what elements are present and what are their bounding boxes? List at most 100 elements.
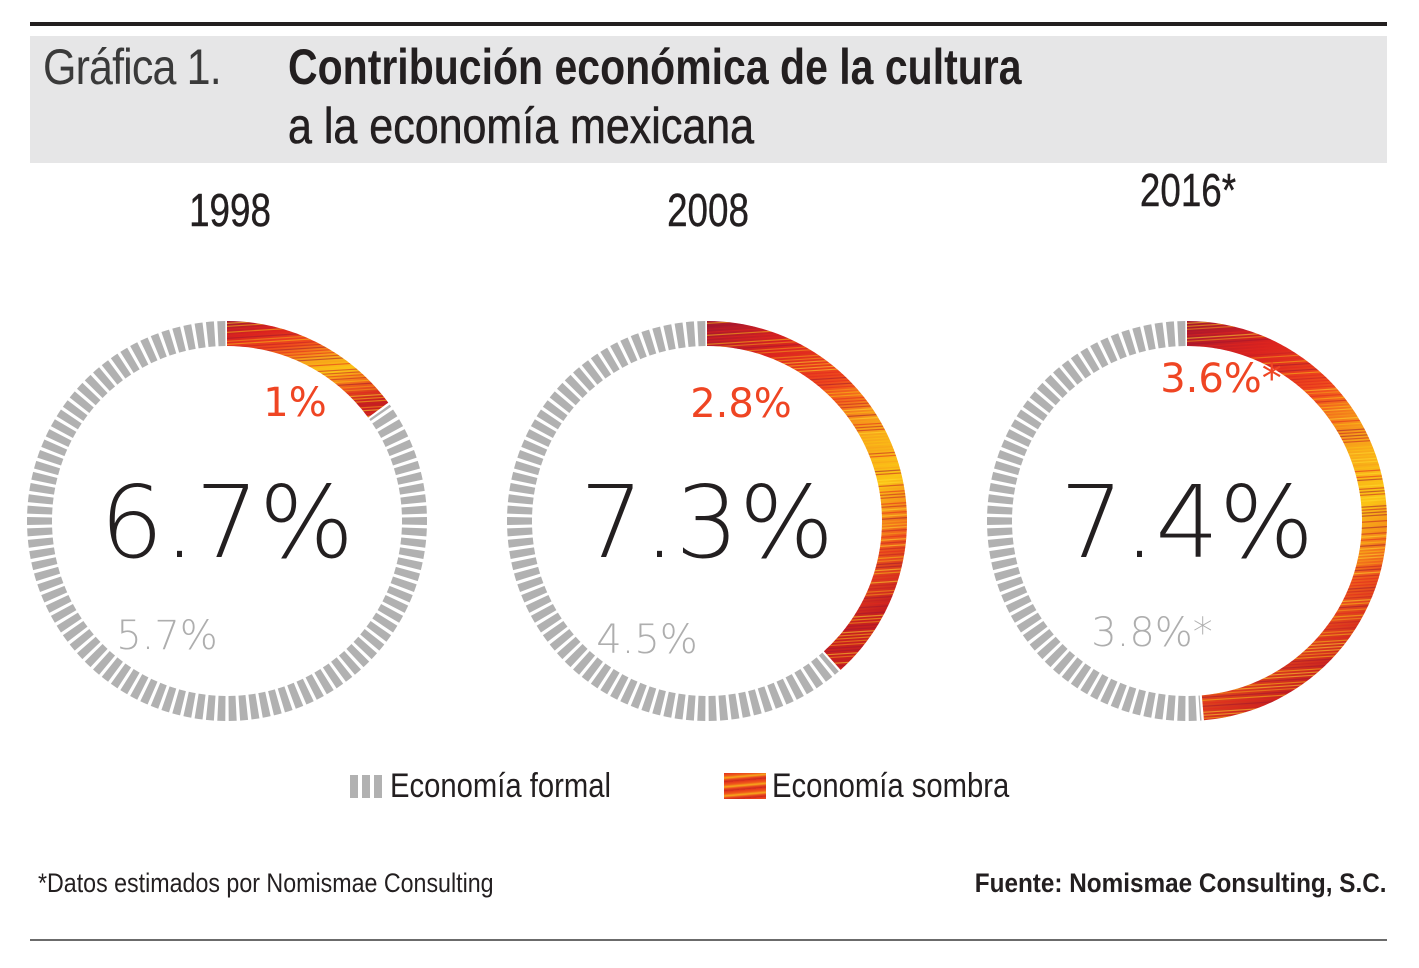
formal-economy-tick <box>517 576 544 592</box>
formal-economy-tick <box>620 337 638 364</box>
formal-economy-tick <box>84 374 108 398</box>
formal-economy-tick <box>1036 382 1061 406</box>
formal-economy-tick <box>1001 585 1028 603</box>
formal-economy-tick <box>172 326 186 353</box>
total-value-label: 6.7% <box>100 464 354 581</box>
formal-economy-tick <box>390 576 417 592</box>
formal-economy-tick <box>41 439 68 457</box>
formal-economy-tick <box>542 400 568 421</box>
formal-economy-tick <box>1022 621 1048 642</box>
formal-economy-tick <box>1110 333 1127 360</box>
formal-economy-tick <box>238 695 249 721</box>
formal-economy-tick <box>396 557 423 571</box>
formal-economy-tick <box>194 322 206 349</box>
formal-economy-tick <box>1053 367 1076 392</box>
formal-economy-tick <box>989 547 1016 560</box>
formal-economy-tick <box>620 678 638 705</box>
formal-economy-tick <box>29 547 56 560</box>
formal-economy-tick <box>600 669 620 695</box>
formal-economy-tick <box>997 450 1024 466</box>
formal-economy-tick <box>511 557 538 571</box>
formal-economy-tick <box>590 353 612 379</box>
formal-economy-tick <box>248 693 260 720</box>
formal-economy-tick <box>1121 329 1137 356</box>
formal-economy-tick <box>748 689 762 716</box>
formal-economy-tick <box>31 557 58 571</box>
formal-economy-tick <box>1198 695 1202 721</box>
formal-economy-tick <box>194 693 206 720</box>
formal-economy-tick <box>630 333 647 360</box>
formal-economy-tick <box>507 537 534 548</box>
formal-economy-tick <box>1022 400 1048 421</box>
formal-economy-tick <box>401 527 427 537</box>
legend-formal-label: Economía formal <box>390 766 612 805</box>
formal-economy-tick <box>1061 657 1083 682</box>
formal-economy-tick <box>630 682 647 709</box>
formal-economy-tick <box>393 460 420 476</box>
formal-economy-tick <box>697 321 706 347</box>
formal-economy-tick <box>573 650 596 675</box>
formal-economy-tick <box>76 382 101 406</box>
formal-economy-tick <box>1044 374 1068 398</box>
formal-economy-tick <box>1132 689 1146 716</box>
formal-economy-tick <box>652 689 666 716</box>
total-value-label: 7.3% <box>580 464 834 581</box>
formal-economy-tick <box>674 322 686 349</box>
formal-economy-tick <box>93 367 116 392</box>
legend-shadow-label: Economía sombra <box>772 766 1010 805</box>
formal-economy-tick <box>1100 678 1118 705</box>
formal-economy-tick <box>45 595 72 613</box>
formal-economy-tick <box>62 621 88 642</box>
formal-economy-tick <box>564 374 588 398</box>
formal-economy-tick <box>390 450 417 466</box>
formal-economy-tick <box>382 595 409 613</box>
formal-economy-tick <box>767 682 784 709</box>
formal-economy-tick <box>1080 347 1100 373</box>
formal-economy-tick <box>1029 629 1054 651</box>
formal-economy-tick <box>530 419 557 439</box>
formal-economy-tick <box>69 391 94 413</box>
donut-2008: 7.3% 2.8% 4.5% <box>507 321 907 721</box>
formal-economy-tick <box>530 603 557 623</box>
formal-economy-tick <box>93 650 116 675</box>
formal-economy-tick <box>382 429 409 447</box>
year-label-2016: 2016* <box>1139 164 1237 216</box>
formal-economy-tick <box>507 527 533 537</box>
formal-economy-tick <box>521 439 548 457</box>
formal-economy-tick <box>120 347 140 373</box>
formal-economy-tick <box>1177 695 1186 721</box>
formal-economy-tick <box>296 678 314 705</box>
formal-economy-tick <box>641 329 657 356</box>
formal-economy-tick <box>331 657 353 682</box>
formal-economy-tick <box>34 460 61 476</box>
formal-economy-tick <box>183 691 196 718</box>
formal-economy-tick <box>56 409 82 430</box>
formal-economy-tick <box>511 471 538 485</box>
formal-economy-tick <box>549 391 574 413</box>
formal-economy-tick <box>818 652 839 675</box>
formal-economy-tick <box>997 576 1024 592</box>
formal-economy-tick <box>652 326 666 353</box>
formal-economy-tick <box>542 621 568 642</box>
formal-economy-tick <box>45 429 72 447</box>
top-rule <box>30 22 1387 26</box>
formal-economy-tick <box>987 505 1013 515</box>
formal-economy-tick <box>610 342 629 368</box>
formal-economy-tick <box>377 419 404 439</box>
legend-shadow: Economía sombra <box>724 764 1048 808</box>
formal-economy-tick <box>757 686 773 713</box>
formal-economy-tick <box>986 517 1013 525</box>
formal-economy-tick <box>258 691 271 718</box>
formal-economy-tick <box>1029 391 1054 413</box>
formal-economy-tick <box>1061 360 1083 385</box>
shadow-economy-value-label: 3.6%* <box>1160 356 1282 402</box>
formal-economy-tick <box>1132 326 1146 353</box>
legend-shadow-swatch <box>724 773 766 799</box>
formal-economy-tick <box>994 566 1021 582</box>
formal-economy-tick <box>1010 603 1037 623</box>
formal-economy-tick <box>27 527 53 537</box>
source-credit: Fuente: Nomismae Consulting, S.C. <box>975 868 1387 898</box>
formal-economy-tick <box>507 517 533 525</box>
formal-economy-tick <box>386 585 413 603</box>
formal-economy-value-label: 3.8%* <box>1091 610 1213 656</box>
